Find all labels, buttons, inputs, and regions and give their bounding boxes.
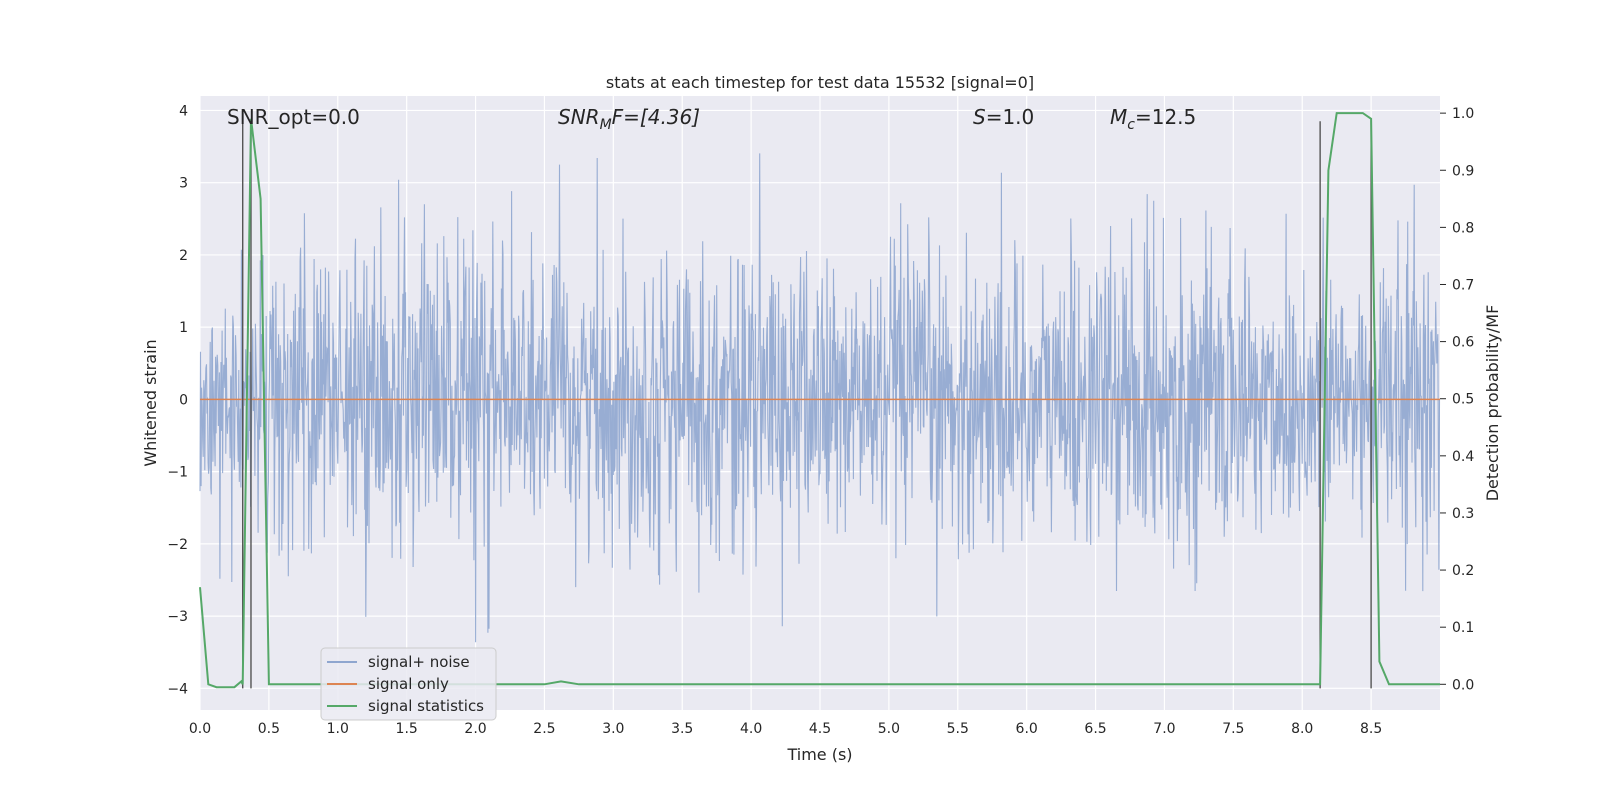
mc-sub: c bbox=[1127, 117, 1135, 133]
x-tick-label-2: 1.0 bbox=[327, 721, 349, 737]
y-axis-label: Whitened strain bbox=[141, 339, 160, 466]
y2-axis-label: Detection probability/MF bbox=[1483, 305, 1502, 502]
x-tick-label-11: 5.5 bbox=[947, 721, 969, 737]
y-tick-label-3: 1 bbox=[179, 320, 188, 336]
series-signal-noise-line bbox=[199, 153, 1441, 643]
y-tick-label-2: 2 bbox=[179, 248, 188, 264]
y2-tick-label-3: 0.7 bbox=[1452, 277, 1474, 293]
y-tick-label-6: −2 bbox=[167, 537, 188, 553]
x-tick-label-8: 4.0 bbox=[740, 721, 762, 737]
y2-tick-label-6: 0.4 bbox=[1452, 449, 1474, 465]
y-tick-label-5: −1 bbox=[167, 465, 188, 481]
mc-value: =12.5 bbox=[1135, 105, 1196, 129]
snr-mf-sub: M bbox=[600, 117, 612, 133]
legend-label-signal-noise: signal+ noise bbox=[368, 653, 470, 671]
annotation-mc: Mc=12.5 bbox=[1110, 105, 1196, 133]
legend-label-signal-only: signal only bbox=[368, 675, 449, 693]
y2-tick-label-4: 0.6 bbox=[1452, 335, 1474, 351]
x-tick-label-16: 8.0 bbox=[1291, 721, 1313, 737]
legend-label-signal-statistics: signal statistics bbox=[368, 697, 484, 715]
x-tick-label-3: 1.5 bbox=[396, 721, 418, 737]
mc-main: M bbox=[1110, 105, 1127, 129]
y2-tick-label-7: 0.3 bbox=[1452, 506, 1474, 522]
y2-tick-label-2: 0.8 bbox=[1452, 220, 1474, 236]
series-signal-statistics-line bbox=[199, 112, 1440, 689]
x-tick-label-17: 8.5 bbox=[1360, 721, 1382, 737]
chart-title: stats at each timestep for test data 155… bbox=[606, 73, 1034, 92]
x-tick-label-4: 2.0 bbox=[464, 721, 486, 737]
x-axis-label: Time (s) bbox=[786, 745, 852, 764]
legend: signal+ noise signal only signal statist… bbox=[320, 647, 497, 721]
y2-tick-label-0: 1.0 bbox=[1452, 106, 1474, 122]
x-tick-label-14: 7.0 bbox=[1153, 721, 1175, 737]
y-tick-label-4: 0 bbox=[179, 392, 188, 408]
y-tick-label-7: −3 bbox=[167, 609, 188, 625]
snr-mf-rest: F=[4.36] bbox=[612, 105, 700, 129]
y2-tick-label-9: 0.1 bbox=[1452, 620, 1474, 636]
y2-tick-label-5: 0.5 bbox=[1452, 392, 1474, 408]
y2-tick-label-10: 0.0 bbox=[1452, 677, 1474, 693]
y-tick-label-8: −4 bbox=[167, 681, 188, 697]
x-tick-label-15: 7.5 bbox=[1222, 721, 1244, 737]
y-tick-label-0: 4 bbox=[179, 103, 188, 119]
x-tick-label-6: 3.0 bbox=[602, 721, 624, 737]
x-tick-label-9: 4.5 bbox=[809, 721, 831, 737]
y-tick-labels: 4 3 2 1 0 −1 −2 −3 −4 bbox=[167, 103, 188, 697]
annotation-snr-opt: SNR_opt=0.0 bbox=[227, 105, 360, 129]
annotation-snr-mf: SNRMF=[4.36] bbox=[558, 105, 700, 133]
y2-tick-label-1: 0.9 bbox=[1452, 163, 1474, 179]
y2-tick-label-8: 0.2 bbox=[1452, 563, 1474, 579]
noise-series bbox=[199, 153, 1441, 643]
overlay-lines bbox=[199, 112, 1440, 689]
s-value: =1.0 bbox=[986, 105, 1035, 129]
legend-box bbox=[320, 647, 497, 721]
x-tick-label-1: 0.5 bbox=[258, 721, 280, 737]
x-tick-label-10: 5.0 bbox=[878, 721, 900, 737]
y2-tick-labels: 1.0 0.9 0.8 0.7 0.6 0.5 0.4 0.3 0.2 0.1 0.0 bbox=[1440, 106, 1474, 693]
x-tick-label-12: 6.0 bbox=[1016, 721, 1038, 737]
snr-mf-main: SNR bbox=[558, 105, 600, 129]
x-tick-label-5: 2.5 bbox=[533, 721, 555, 737]
x-tick-labels: 0.0 0.5 1.0 1.5 2.0 2.5 3.0 3.5 4.0 4.5 5.0 5.5 6.0 6… bbox=[189, 721, 1382, 737]
annotation-s: S=1.0 bbox=[973, 105, 1034, 129]
x-tick-label-13: 6.5 bbox=[1084, 721, 1106, 737]
y-tick-label-1: 3 bbox=[179, 176, 188, 192]
x-tick-label-0: 0.0 bbox=[189, 721, 211, 737]
x-tick-label-7: 3.5 bbox=[671, 721, 693, 737]
s-var: S bbox=[973, 105, 986, 129]
